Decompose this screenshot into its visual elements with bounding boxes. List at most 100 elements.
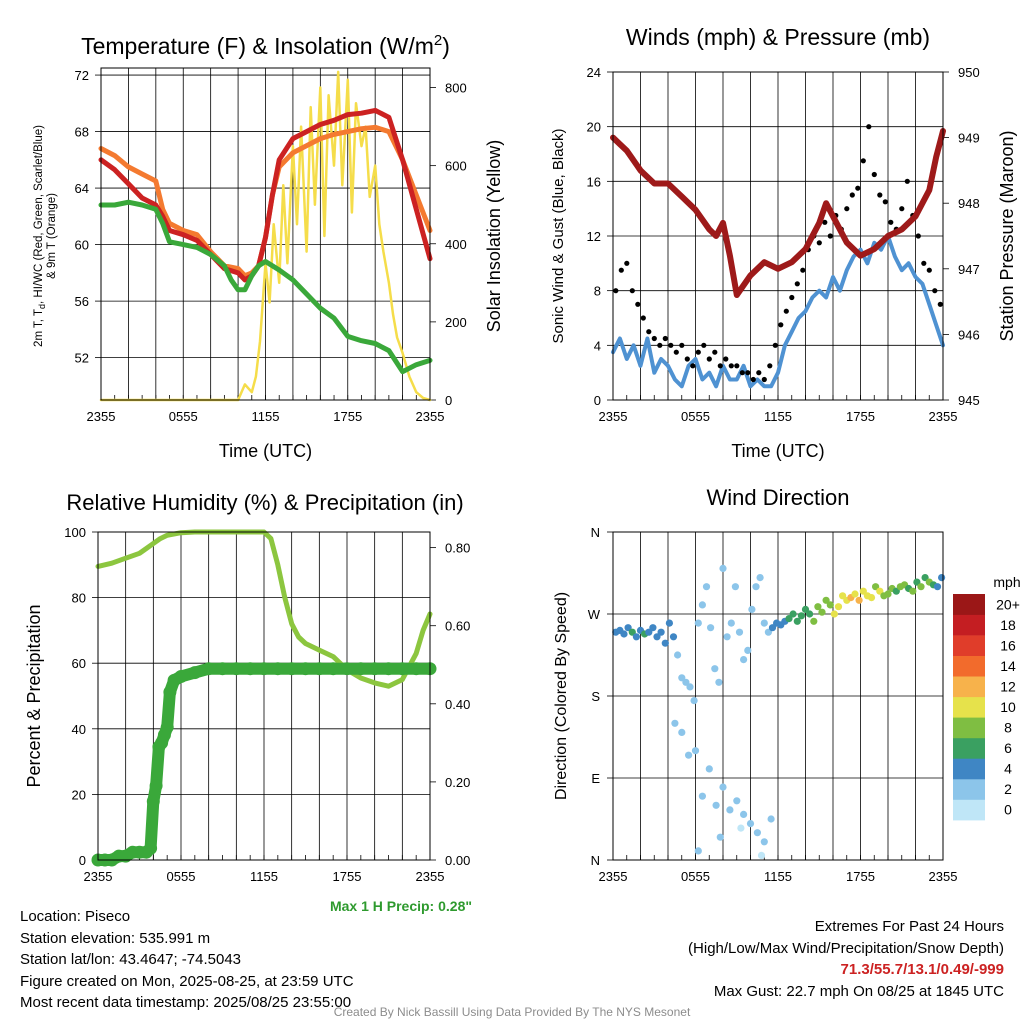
chart-title: Winds (mph) & Pressure (mb)	[626, 24, 930, 50]
wind-direction-point	[731, 583, 740, 591]
wind-direction-point	[921, 574, 929, 582]
gust-point	[783, 308, 789, 314]
gust-point	[695, 349, 701, 355]
temperature-insolation-chart: Temperature (F) & Insolation (W/m2) 52 56 6…	[33, 32, 504, 461]
wind-direction-point	[917, 583, 925, 591]
winds-pressure-chart: Winds (mph) & Pressure (mb) 0 4 8 12 16 20 24 94…	[550, 24, 1017, 461]
wind-direction-point	[933, 583, 942, 591]
wind-direction-point	[674, 651, 682, 659]
direction-tick-label: N	[591, 853, 600, 868]
y-axis-label-part: 2m T, T	[33, 309, 45, 347]
wind-direction-point	[767, 815, 775, 823]
colorbar-label: 2	[1004, 781, 1012, 797]
wind-direction-point	[628, 628, 636, 636]
precipitation-point	[243, 662, 257, 676]
gust-point	[921, 260, 927, 266]
wind-direction-point	[657, 628, 665, 636]
x-tick-label: 2355	[599, 409, 628, 424]
y2-tick-label: 0.00	[445, 853, 470, 868]
y-tick-label: 64	[75, 181, 89, 196]
y2-tick-label: 946	[958, 327, 980, 342]
max-gust-text: Max Gust: 22.7 mph On 08/25 at 1845 UTC	[713, 982, 1004, 1000]
wind-direction-point	[884, 590, 892, 598]
x-tick-label: 1755	[333, 409, 362, 424]
gust-point	[613, 288, 619, 294]
colorbar-label: 14	[1000, 658, 1016, 674]
wind-direction-point	[938, 574, 946, 582]
x-tick-label: 1155	[764, 409, 792, 424]
y-axis-label: Sonic Wind & Gust (Blue, Black)	[550, 128, 567, 343]
wind-direction-point	[723, 633, 731, 641]
gust-point	[629, 288, 635, 294]
y-tick-label: 100	[64, 525, 86, 540]
colorbar-swatch	[953, 737, 985, 759]
precipitation-point	[144, 841, 158, 855]
precipitation-point	[340, 662, 354, 676]
extremes-info: Extremes For Past 24 Hours (High/Low/Max…	[688, 916, 1004, 1002]
colorbar-swatch	[953, 676, 985, 698]
direction-tick-label: N	[591, 525, 600, 540]
gust-point	[899, 206, 905, 212]
chart-title-main: Temperature (F) & Insolation (W/m	[81, 33, 434, 59]
credit-footer: Created By Nick Bassill Using Data Provi…	[333, 1005, 691, 1019]
wind-direction-point	[624, 624, 632, 632]
wind-direction-point	[649, 624, 657, 632]
precipitation-point	[299, 662, 312, 676]
gust-point	[915, 233, 921, 239]
station-info: Location: Piseco Station elevation: 535.…	[20, 906, 354, 1014]
y-tick-label: 60	[75, 238, 89, 253]
colorbar-swatch	[953, 696, 985, 718]
wind-direction-point	[826, 601, 834, 609]
gust-point	[668, 342, 674, 348]
wind-direction-point	[682, 678, 690, 686]
wind-direction-point	[810, 617, 818, 625]
y-tick-label: 16	[587, 174, 601, 189]
x-axis-label: Time (UTC)	[731, 441, 824, 461]
gust-point	[618, 267, 624, 273]
gust-point	[734, 363, 740, 369]
gust-point	[816, 240, 822, 246]
precipitation-point	[174, 670, 188, 683]
gust-point	[800, 267, 806, 273]
y2-tick-label: 0.20	[445, 775, 470, 790]
colorbar-label: 12	[1000, 678, 1016, 694]
y2-tick-label: 0.60	[445, 619, 470, 634]
wind-direction-point	[876, 587, 884, 595]
wind-direction-point	[678, 728, 686, 737]
info-timestamp: Most recent data timestamp: 2025/08/25 2…	[20, 994, 352, 1011]
gust-point	[767, 363, 773, 369]
x-tick-label: 2355	[929, 409, 958, 424]
gust-point	[778, 322, 784, 328]
wind-direction-point	[793, 617, 801, 625]
y2-axis-label: Station Pressure (Maroon)	[997, 130, 1017, 341]
x-tick-label: 1755	[846, 409, 875, 424]
wind-direction-point	[753, 829, 762, 837]
wind-direction-point	[818, 608, 826, 616]
colorbar-swatch	[953, 758, 985, 780]
colorbar-label: 10	[1000, 699, 1016, 715]
y2-tick-label: 947	[958, 262, 980, 277]
wind-direction-point	[744, 646, 752, 655]
gust-point	[662, 335, 668, 342]
y2-tick-label: 950	[958, 65, 980, 80]
gust-point	[871, 171, 877, 178]
wind-direction-point	[760, 619, 768, 627]
colorbar-label: 20+	[996, 596, 1020, 612]
y2-tick-label: 0.80	[445, 541, 470, 556]
precipitation-point	[160, 720, 174, 734]
wind-direction-point	[757, 851, 766, 860]
x-tick-label: 0555	[681, 869, 710, 884]
y2-axis-label: Solar Insolation (Yellow)	[484, 140, 504, 332]
plot-frame	[612, 71, 944, 401]
gust-point	[624, 260, 630, 266]
gust-point	[937, 301, 943, 307]
gust-point	[706, 356, 712, 362]
gust-point	[690, 363, 696, 369]
info-latlon: Station lat/lon: 43.4647; -74.5043	[20, 951, 242, 968]
wind-direction-point	[690, 697, 698, 705]
y2-tick-label: 600	[445, 159, 467, 174]
gust-point	[712, 349, 718, 355]
wind-direction-point	[806, 610, 814, 618]
y-tick-label: 56	[75, 294, 89, 309]
